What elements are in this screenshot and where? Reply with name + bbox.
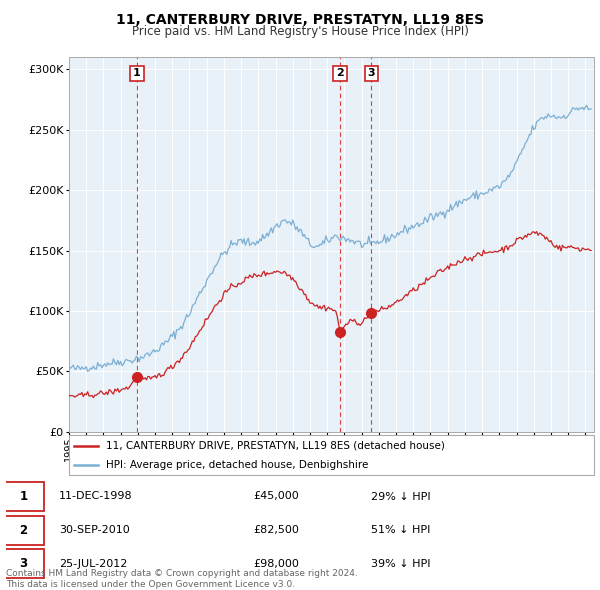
- Text: Price paid vs. HM Land Registry's House Price Index (HPI): Price paid vs. HM Land Registry's House …: [131, 25, 469, 38]
- Text: 11, CANTERBURY DRIVE, PRESTATYN, LL19 8ES: 11, CANTERBURY DRIVE, PRESTATYN, LL19 8E…: [116, 13, 484, 27]
- Text: 2: 2: [20, 523, 28, 537]
- Text: 11, CANTERBURY DRIVE, PRESTATYN, LL19 8ES (detached house): 11, CANTERBURY DRIVE, PRESTATYN, LL19 8E…: [106, 441, 445, 451]
- FancyBboxPatch shape: [3, 549, 44, 578]
- Text: Contains HM Land Registry data © Crown copyright and database right 2024.
This d: Contains HM Land Registry data © Crown c…: [6, 569, 358, 589]
- Text: 39% ↓ HPI: 39% ↓ HPI: [371, 559, 430, 569]
- Text: HPI: Average price, detached house, Denbighshire: HPI: Average price, detached house, Denb…: [106, 460, 368, 470]
- Text: 3: 3: [20, 557, 28, 571]
- Text: 29% ↓ HPI: 29% ↓ HPI: [371, 491, 430, 502]
- Text: 25-JUL-2012: 25-JUL-2012: [59, 559, 127, 569]
- FancyBboxPatch shape: [3, 516, 44, 545]
- Text: 1: 1: [133, 68, 141, 78]
- Text: 1: 1: [20, 490, 28, 503]
- Text: 30-SEP-2010: 30-SEP-2010: [59, 525, 130, 535]
- Text: 3: 3: [367, 68, 375, 78]
- Text: 51% ↓ HPI: 51% ↓ HPI: [371, 525, 430, 535]
- Text: £45,000: £45,000: [253, 491, 299, 502]
- Text: 2: 2: [336, 68, 344, 78]
- Text: 11-DEC-1998: 11-DEC-1998: [59, 491, 133, 502]
- Text: £82,500: £82,500: [253, 525, 299, 535]
- FancyBboxPatch shape: [69, 435, 594, 475]
- FancyBboxPatch shape: [3, 482, 44, 511]
- Text: £98,000: £98,000: [253, 559, 299, 569]
